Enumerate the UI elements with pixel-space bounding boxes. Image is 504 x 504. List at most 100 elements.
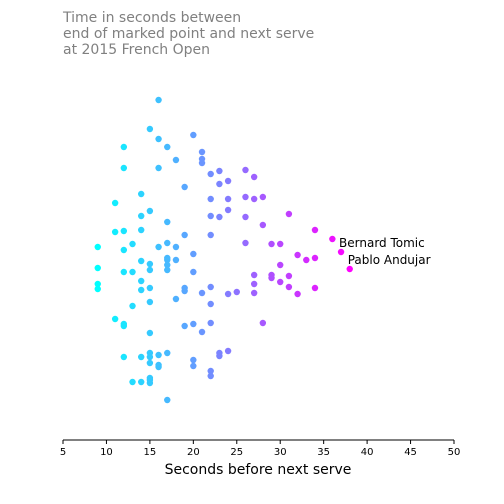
x-tick-label-0: 5 — [60, 447, 66, 458]
scatter-point-114 — [146, 359, 154, 367]
scatter-point-74 — [277, 278, 284, 286]
scatter-point-62 — [346, 265, 353, 273]
scatter-point-118 — [207, 367, 214, 375]
scatter-point-112 — [146, 353, 154, 361]
scatter-point-28 — [285, 210, 293, 218]
scatter-point-63 — [94, 264, 101, 272]
scatter-point-95 — [111, 315, 119, 323]
scatter-point-67 — [164, 261, 171, 269]
scatter-point-70 — [250, 271, 258, 279]
scatter-point-108 — [164, 349, 171, 357]
scatter-point-104 — [224, 347, 232, 355]
x-tick-label-9: 50 — [448, 447, 461, 458]
x-tick-label-6: 35 — [317, 447, 330, 458]
scatter-point-121 — [129, 378, 136, 386]
annotation-label-0: Bernard Tomic — [339, 236, 425, 250]
scatter-point-14 — [207, 170, 214, 178]
scatter-point-65 — [129, 268, 136, 276]
scatter-point-2 — [190, 131, 197, 139]
x-tick-label-4: 25 — [230, 447, 243, 458]
scatter-point-102 — [198, 328, 206, 336]
scatter-point-49 — [94, 243, 101, 251]
scatter-point-84 — [181, 287, 188, 295]
scatter-point-13 — [216, 167, 223, 175]
scatter-point-69 — [190, 268, 197, 276]
scatter-point-82 — [311, 284, 319, 292]
scatter-point-86 — [198, 289, 206, 297]
x-tick-label-3: 20 — [187, 447, 200, 458]
x-tick-label-1: 10 — [100, 447, 113, 458]
scatter-point-32 — [242, 213, 249, 221]
scatter-point-43 — [242, 239, 249, 247]
scatter-point-0 — [155, 96, 162, 104]
scatter-point-3 — [155, 135, 162, 143]
scatter-point-119 — [207, 372, 214, 380]
scatter-point-76 — [138, 277, 145, 285]
scatter-point-4 — [120, 143, 128, 151]
scatter-point-33 — [259, 221, 267, 229]
scatter-point-39 — [207, 231, 214, 239]
x-tick-label-8: 45 — [404, 447, 417, 458]
scatter-point-12 — [242, 166, 249, 174]
scatter-point-93 — [207, 300, 214, 308]
scatter-point-9 — [198, 159, 206, 167]
scatter-point-61 — [277, 261, 284, 269]
scatter-point-47 — [172, 243, 180, 251]
scatter-point-30 — [207, 212, 214, 220]
scatter-point-16 — [224, 177, 232, 185]
scatter-point-83 — [138, 286, 145, 294]
scatter-point-89 — [250, 289, 258, 297]
scatter-point-116 — [155, 363, 162, 371]
scatter-point-59 — [164, 254, 171, 262]
scatter-point-6 — [198, 148, 206, 156]
scatter-point-99 — [259, 319, 267, 327]
scatter-point-37 — [111, 228, 119, 236]
scatter-point-40 — [181, 231, 188, 239]
scatter-point-85 — [207, 283, 214, 291]
scatter-point-97 — [120, 322, 128, 330]
scatter-point-44 — [268, 240, 275, 248]
scatter-point-125 — [164, 396, 171, 404]
scatter-point-111 — [138, 353, 145, 361]
scatter-point-78 — [94, 285, 101, 293]
scatter-point-54 — [303, 256, 310, 264]
scatter-point-8 — [172, 156, 180, 164]
scatter-point-110 — [120, 353, 128, 361]
scatter-point-73 — [285, 272, 293, 280]
scatter-point-94 — [129, 302, 136, 310]
x-tick-label-5: 30 — [274, 447, 287, 458]
scatter-point-100 — [190, 320, 197, 328]
scatter-point-56 — [138, 257, 145, 265]
annotation-label-1: Pablo Andujar — [348, 253, 431, 267]
scatter-point-51 — [337, 248, 345, 256]
scatter-point-113 — [190, 356, 197, 364]
scatter-point-19 — [138, 190, 145, 198]
scatter-point-88 — [224, 290, 232, 298]
scatter-point-91 — [172, 295, 180, 303]
chart-title-line-2: end of marked point and next serve — [63, 26, 314, 42]
scatter-point-68 — [164, 266, 171, 274]
scatter-point-42 — [129, 240, 136, 248]
scatter-point-23 — [224, 195, 232, 203]
scatter-point-11 — [155, 164, 162, 172]
scatter-point-1 — [146, 125, 154, 133]
scatter-point-25 — [111, 199, 119, 207]
scatter-point-101 — [181, 322, 188, 330]
scatter-point-52 — [190, 250, 197, 258]
scatter-point-27 — [224, 206, 232, 214]
scatter-point-77 — [250, 280, 258, 288]
x-tick-label-2: 15 — [144, 447, 157, 458]
scatter-point-21 — [242, 193, 249, 201]
chart-title-line-3: at 2015 French Open — [63, 42, 210, 58]
scatter-point-18 — [181, 183, 188, 191]
scatter-point-45 — [277, 240, 284, 248]
scatter-points — [94, 96, 353, 404]
scatter-point-35 — [138, 226, 145, 234]
scatter-point-53 — [294, 251, 301, 259]
scatter-point-66 — [146, 266, 154, 274]
scatter-point-109 — [155, 351, 162, 359]
scatter-point-124 — [146, 379, 154, 387]
scatter-point-31 — [216, 213, 223, 221]
scatter-point-36 — [120, 227, 128, 235]
scatter-point-48 — [155, 243, 162, 251]
